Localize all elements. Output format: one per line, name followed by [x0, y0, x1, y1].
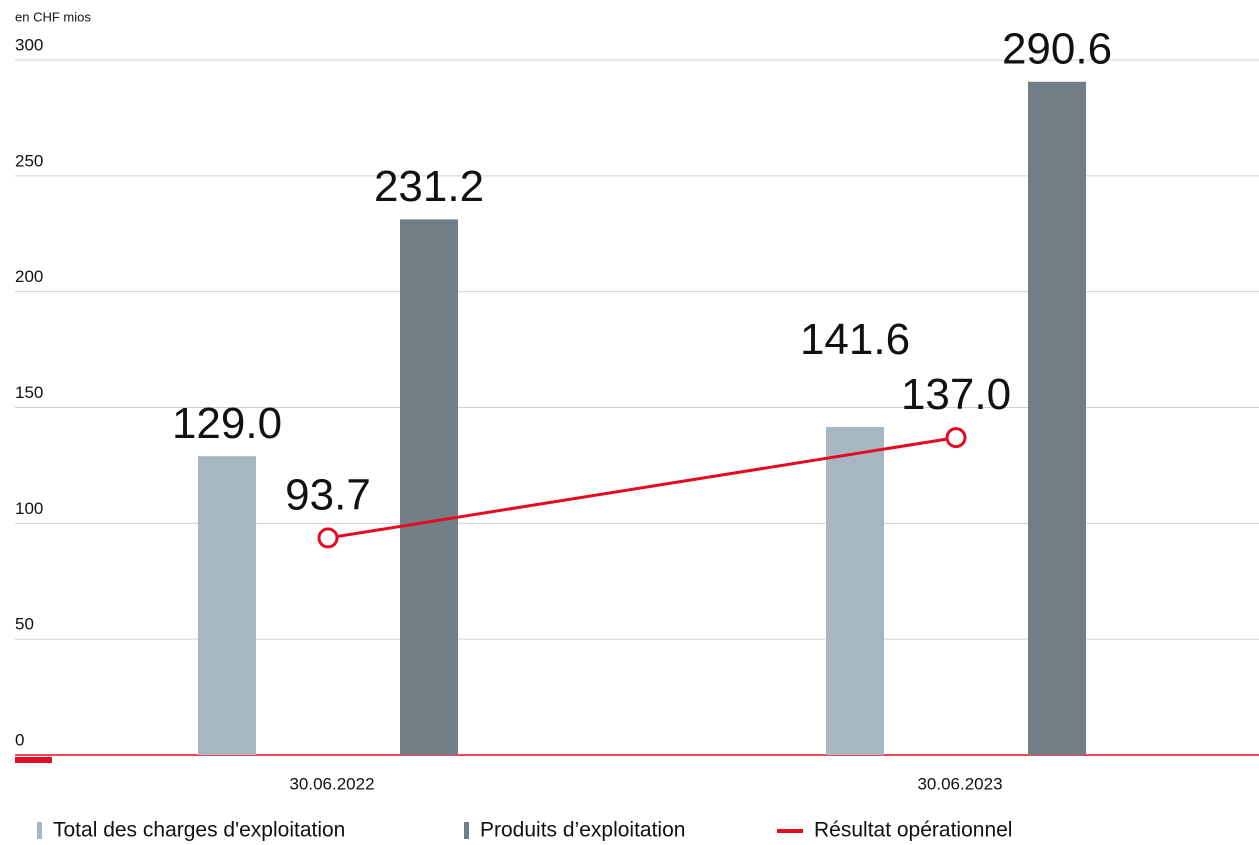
value-label: 93.7	[285, 471, 371, 520]
y-tick-label: 150	[15, 383, 43, 402]
line-point	[945, 427, 967, 449]
value-label: 129.0	[172, 399, 282, 448]
unit-label: en CHF mios	[15, 9, 91, 24]
legend-label: Résultat opérationnel	[814, 819, 1012, 842]
legend-swatch	[37, 822, 42, 839]
y-tick-label: 0	[15, 730, 24, 749]
x-tick-label: 30.06.2023	[917, 774, 1002, 793]
y-tick-label: 300	[15, 35, 43, 54]
line-point	[317, 527, 339, 549]
x-tick-label: 30.06.2022	[289, 774, 374, 793]
line	[327, 436, 957, 540]
y-tick-label: 50	[15, 615, 34, 634]
value-label: 290.6	[1002, 24, 1112, 73]
bar	[826, 426, 884, 755]
bar	[1028, 81, 1086, 755]
y-tick-label: 100	[15, 499, 43, 518]
value-label: 137.0	[901, 370, 1011, 419]
y-tick-label: 200	[15, 267, 43, 286]
value-label: 231.2	[374, 162, 484, 211]
y-tick-label: 250	[15, 151, 43, 170]
axis-accent	[15, 757, 52, 763]
legend-swatch	[464, 822, 469, 839]
legend-label: Total des charges d'exploitation	[53, 819, 345, 842]
value-label: 141.6	[800, 315, 910, 364]
legend-label: Produits d’exploitation	[480, 819, 685, 842]
legend-swatch	[777, 829, 803, 833]
bar	[400, 219, 458, 756]
bar	[198, 456, 256, 755]
